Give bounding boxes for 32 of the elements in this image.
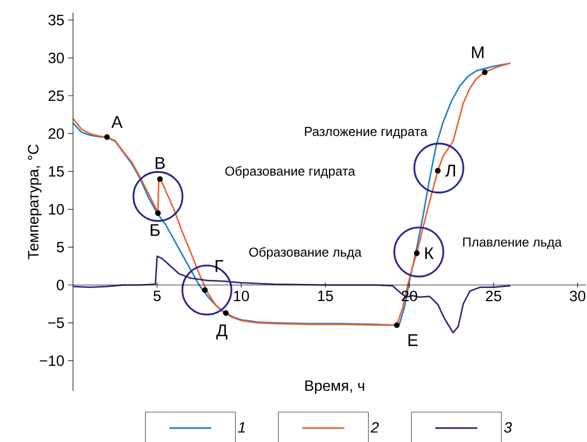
annotation: Плавление льда bbox=[463, 238, 562, 250]
legend-label: 2 bbox=[370, 422, 379, 433]
annotation: Образование льда bbox=[249, 247, 362, 260]
annotation: А bbox=[111, 116, 123, 128]
x-tick-label: 30 bbox=[570, 290, 586, 302]
annotation: Е bbox=[408, 334, 418, 346]
y-tick-label: 25 bbox=[48, 90, 64, 102]
annotation: В bbox=[156, 157, 165, 169]
y-tick-label: 0 bbox=[56, 280, 64, 290]
x-tick-label: 25 bbox=[486, 290, 502, 302]
annotation: Разложение гидрата bbox=[304, 127, 428, 139]
y-tick-label: 20 bbox=[48, 128, 64, 139]
x-tick-label: 5 bbox=[154, 290, 161, 302]
x-axis-title: Время, ч bbox=[305, 380, 364, 394]
y-tick-label: −10 bbox=[40, 355, 64, 366]
annotation: К bbox=[425, 247, 434, 260]
annotation: Б bbox=[150, 224, 160, 236]
annotation: Д bbox=[216, 324, 228, 340]
y-tick-label: −5 bbox=[48, 318, 64, 328]
annotation: Образование гидрата bbox=[225, 166, 356, 178]
annotation: Л bbox=[445, 164, 456, 177]
y-tick-label: 5 bbox=[56, 242, 64, 252]
legend-label: 3 bbox=[504, 422, 512, 433]
y-tick-label: 15 bbox=[49, 166, 64, 177]
legend-label: 1 bbox=[238, 422, 245, 432]
annotation: М bbox=[472, 46, 484, 58]
x-tick-label: 15 bbox=[318, 290, 333, 302]
x-tick-label: 10 bbox=[234, 290, 249, 302]
y-tick-label: 35 bbox=[48, 14, 64, 26]
y-tick-label: 10 bbox=[49, 204, 64, 215]
y-tick-label: 30 bbox=[48, 52, 64, 64]
y-axis-title: Температура, °C bbox=[28, 144, 42, 260]
